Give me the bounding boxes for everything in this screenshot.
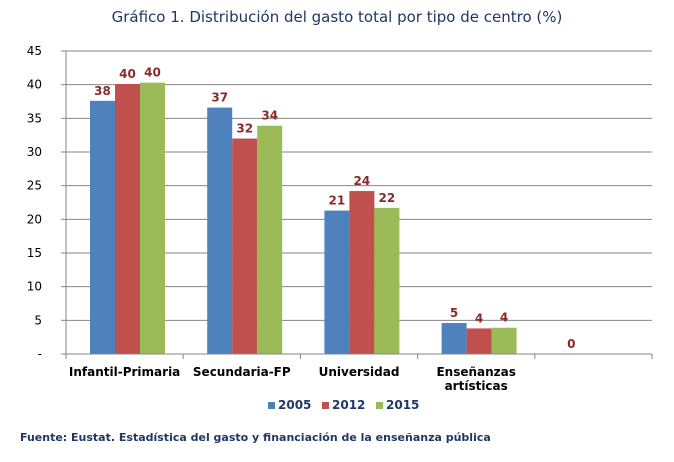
legend-label-2012: 2012 [332, 398, 365, 412]
data-label: 0 [567, 337, 575, 351]
bars [90, 82, 517, 355]
y-tick-label: 15 [27, 246, 42, 260]
bar-2005 [90, 100, 115, 355]
data-label: 4 [500, 311, 508, 325]
category-label: Enseñanzas [436, 365, 515, 379]
y-axis: - 5 10 15 20 25 30 35 40 45 [27, 44, 67, 361]
source-note: Fuente: Eustat. Estadística del gasto y … [20, 431, 491, 444]
legend-swatch-2005 [268, 402, 275, 409]
y-tick-label: 40 [27, 78, 42, 92]
chart-title: Gráfico 1. Distribución del gasto total … [112, 8, 563, 26]
y-tick-label: 45 [27, 44, 42, 58]
y-tick-label: 5 [34, 313, 42, 327]
data-label: 4 [475, 311, 483, 325]
data-label: 5 [450, 306, 458, 320]
bar-2005 [207, 107, 233, 354]
bar-2015 [491, 327, 517, 354]
legend-label-2015: 2015 [386, 398, 419, 412]
x-axis: Infantil-Primaria Secundaria-FP Universida… [65, 353, 653, 393]
bar-2012 [115, 83, 140, 354]
bar-2005 [324, 210, 350, 354]
data-label: 37 [211, 91, 228, 105]
legend-label-2005: 2005 [278, 398, 311, 412]
data-label: 24 [354, 174, 371, 188]
y-tick-label: 35 [27, 111, 42, 125]
legend: 2005 2012 2015 [268, 398, 419, 412]
y-tick-label: 30 [27, 145, 42, 159]
y-tick-label: 25 [27, 179, 42, 193]
bar-2015 [374, 207, 400, 354]
data-labels: 38 37 21 5 0 40 32 24 4 40 34 22 4 [94, 66, 575, 351]
legend-swatch-2015 [376, 402, 383, 409]
data-label: 32 [236, 122, 253, 136]
data-label: 40 [119, 67, 136, 81]
bar-2015 [140, 82, 165, 354]
data-label: 34 [261, 109, 278, 123]
bar-2012 [232, 138, 258, 354]
y-tick-label: 20 [27, 212, 42, 226]
category-label: Secundaria-FP [193, 365, 291, 379]
category-label: artísticas [445, 379, 508, 393]
data-label: 38 [94, 84, 111, 98]
bar-2012 [349, 191, 375, 354]
bar-2005 [441, 323, 467, 354]
data-label: 22 [379, 191, 396, 205]
category-label: Infantil-Primaria [69, 365, 180, 379]
bar-2012 [466, 328, 492, 354]
data-label: 40 [144, 66, 161, 80]
y-tick-label: 10 [27, 280, 42, 294]
legend-swatch-2012 [322, 402, 329, 409]
category-label: Universidad [319, 365, 400, 379]
y-tick-label: - [38, 347, 42, 361]
data-label: 21 [329, 194, 346, 208]
bar-2015 [257, 125, 283, 355]
